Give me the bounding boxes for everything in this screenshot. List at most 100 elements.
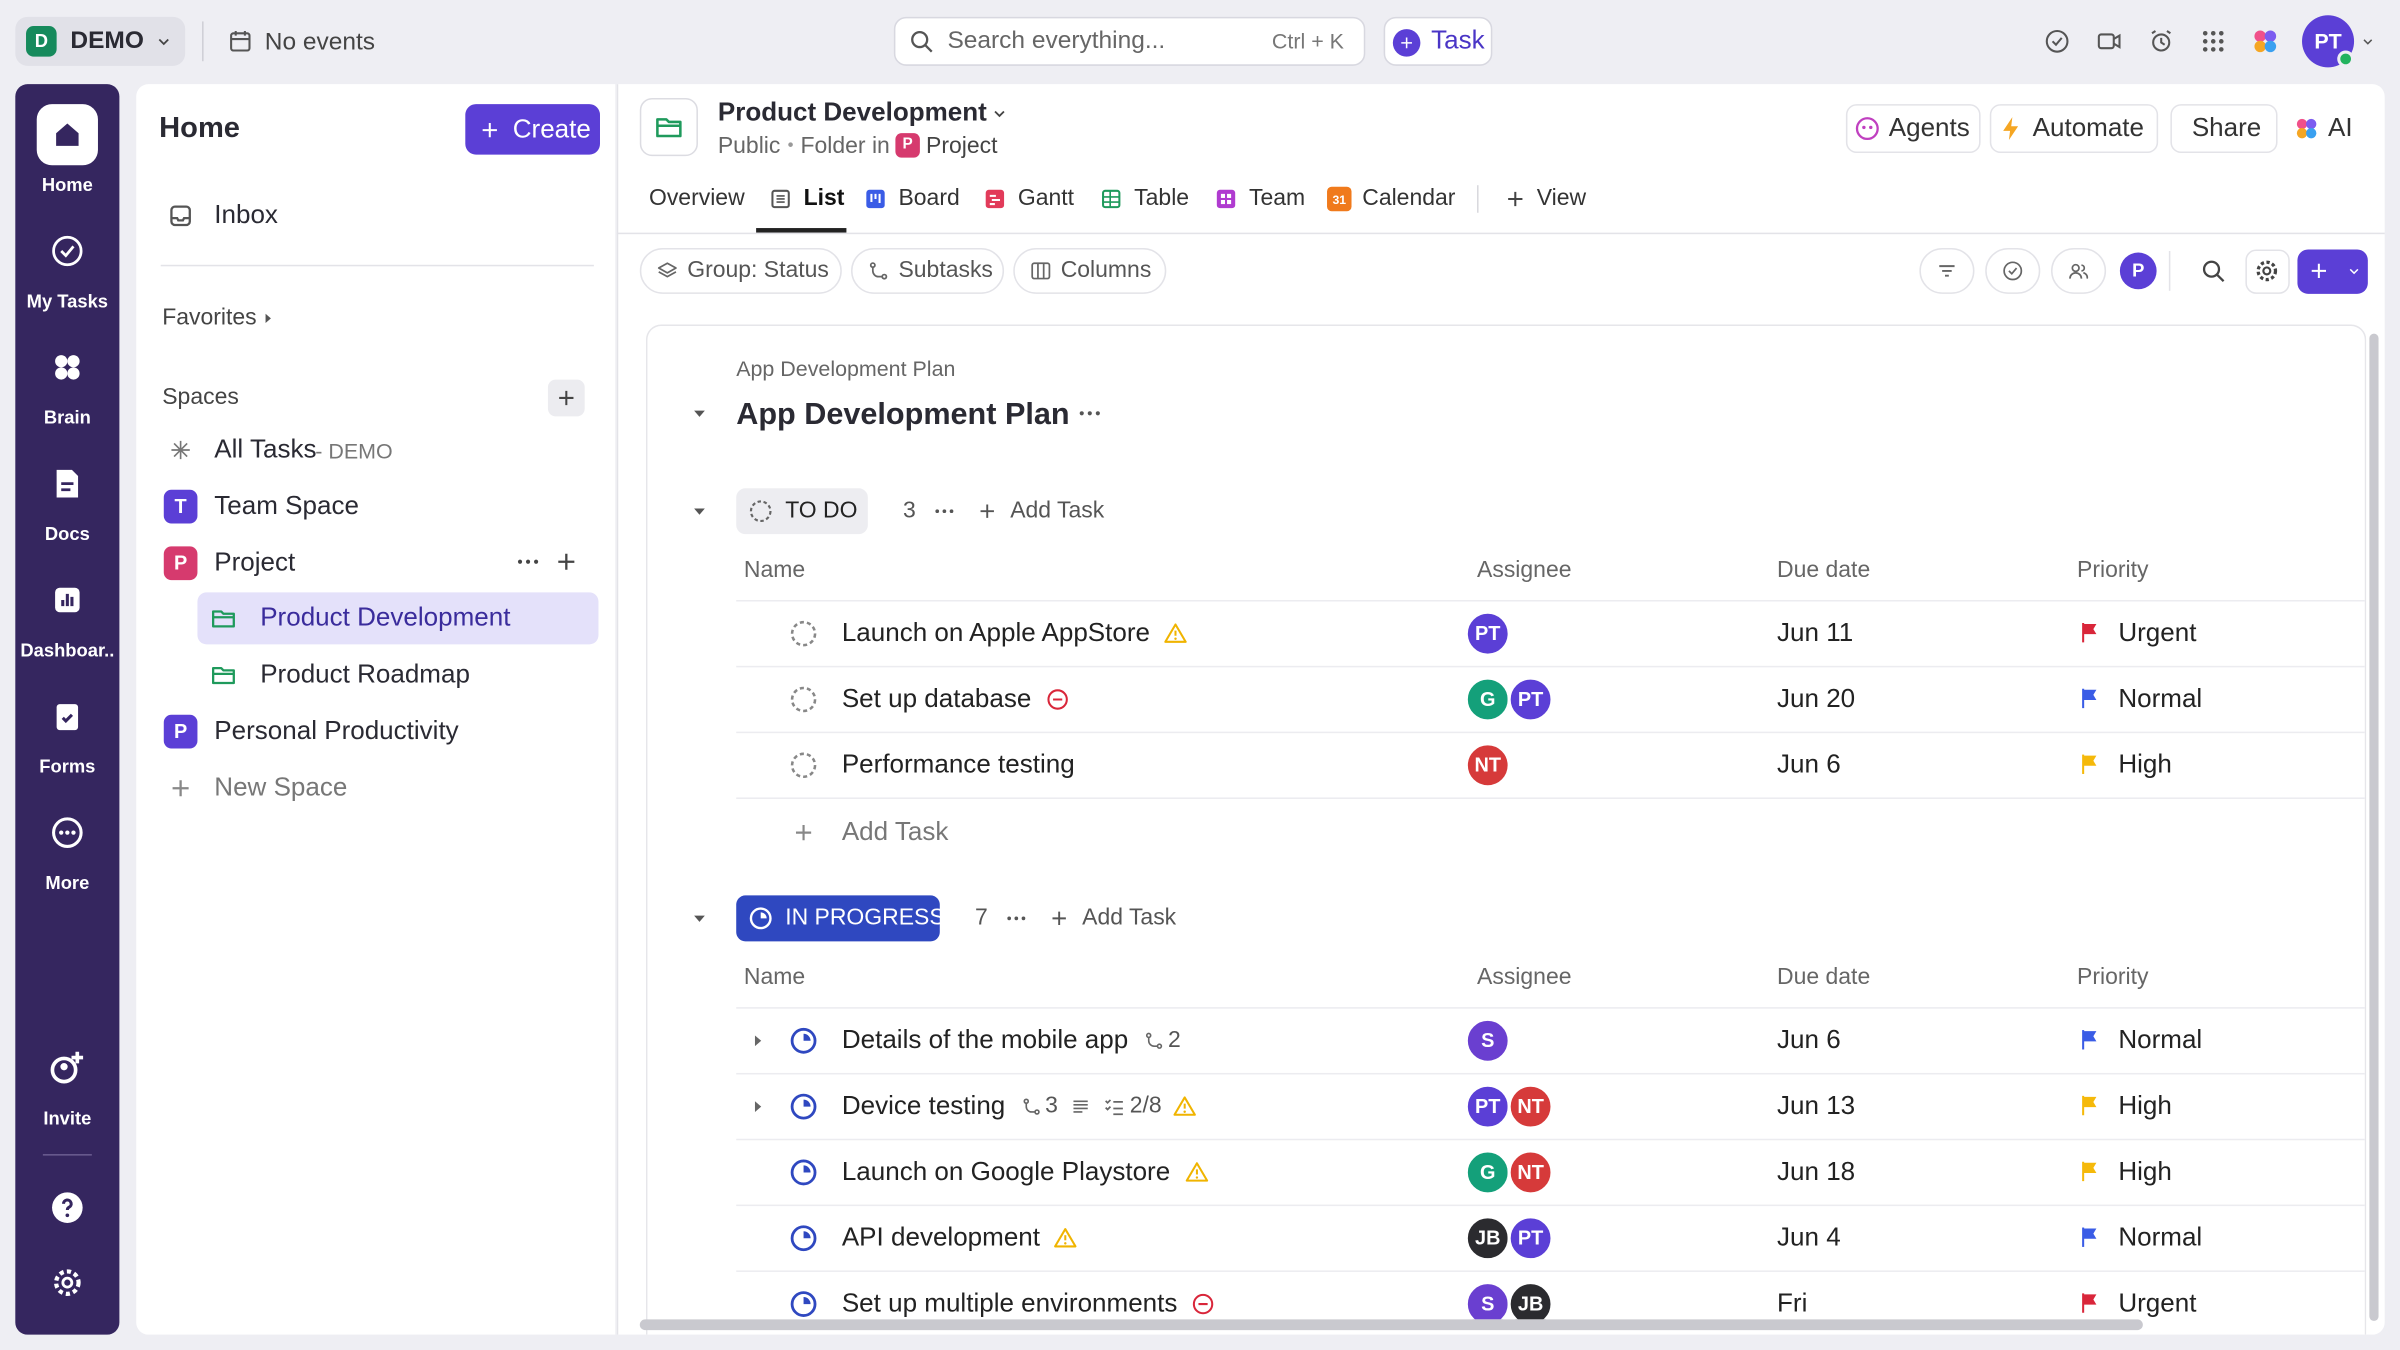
header-action[interactable]: [1845, 104, 1981, 154]
rail-label[interactable]: Dashboar..: [20, 639, 115, 661]
topbar-icon[interactable]: [2147, 28, 2175, 56]
group-caret[interactable]: [689, 501, 710, 522]
task-name[interactable]: Set up multiple environments: [841, 1288, 1178, 1318]
toolbar-icon-button[interactable]: [2051, 247, 2107, 294]
due-date[interactable]: Jun 20: [1777, 683, 1856, 713]
folder-name[interactable]: Product Roadmap: [260, 659, 470, 689]
list-more[interactable]: [1076, 399, 1104, 427]
view-tab[interactable]: List: [803, 185, 845, 212]
view-tab[interactable]: Table: [1134, 185, 1190, 212]
collapse-caret[interactable]: [689, 403, 710, 424]
settings-icon[interactable]: [51, 1266, 85, 1300]
task-status[interactable]: [788, 618, 819, 649]
space-name[interactable]: Project: [214, 546, 296, 576]
topbar-icon[interactable]: [2043, 28, 2071, 56]
task-status[interactable]: [788, 1223, 819, 1254]
header-action[interactable]: [2170, 104, 2278, 154]
folder-name[interactable]: Product Development: [260, 602, 511, 632]
rail-label[interactable]: Brain: [43, 406, 91, 429]
topbar-icon[interactable]: [2095, 28, 2123, 56]
view-tab[interactable]: Board: [898, 185, 960, 212]
ai-icon[interactable]: [2250, 26, 2281, 57]
settings-button[interactable]: [2245, 249, 2290, 294]
task-name[interactable]: Launch on Apple AppStore: [841, 618, 1151, 648]
priority[interactable]: Normal: [2118, 683, 2203, 713]
vertical-scrollbar[interactable]: [2369, 333, 2379, 1321]
priority[interactable]: High: [2118, 749, 2172, 779]
toolbar-chip[interactable]: [851, 247, 1005, 294]
space-name[interactable]: Personal Productivity: [214, 716, 459, 746]
task-name[interactable]: Device testing: [841, 1091, 1006, 1121]
space-add[interactable]: [553, 548, 581, 576]
task-name[interactable]: Details of the mobile app: [841, 1025, 1129, 1055]
header-action[interactable]: [1989, 104, 2159, 154]
due-date[interactable]: Jun 4: [1777, 1222, 1841, 1252]
toolbar-chip[interactable]: [639, 247, 842, 294]
folder-active[interactable]: [197, 592, 599, 645]
space-more[interactable]: [514, 548, 542, 576]
group-add-task[interactable]: Add Task: [1082, 904, 1177, 931]
group-more[interactable]: [932, 499, 956, 523]
rail-icon[interactable]: [49, 814, 86, 851]
toolbar-search[interactable]: [2199, 257, 2227, 285]
rail-label[interactable]: Invite: [43, 1107, 92, 1130]
rail-label[interactable]: More: [45, 872, 90, 894]
expand-caret[interactable]: [747, 1030, 768, 1051]
rail-icon[interactable]: [49, 233, 86, 270]
view-tab[interactable]: Team: [1248, 185, 1306, 212]
priority[interactable]: Normal: [2118, 1222, 2203, 1252]
priority[interactable]: Urgent: [2118, 1288, 2197, 1318]
section-header[interactable]: Favorites: [162, 304, 257, 331]
rail-label[interactable]: My Tasks: [26, 290, 109, 312]
view-tab[interactable]: Overview: [648, 185, 745, 212]
priority[interactable]: High: [2118, 1156, 2172, 1186]
task-name[interactable]: Launch on Google Playstore: [841, 1156, 1171, 1186]
rail-icon[interactable]: [49, 582, 86, 619]
invite-icon[interactable]: [47, 1048, 87, 1088]
toolbar-icon-button[interactable]: [1919, 247, 1975, 294]
task-name[interactable]: API development: [841, 1222, 1040, 1252]
due-date[interactable]: Jun 13: [1777, 1091, 1856, 1121]
task-button[interactable]: [1383, 16, 1493, 66]
due-date[interactable]: Fri: [1777, 1288, 1808, 1318]
due-date[interactable]: Jun 6: [1777, 749, 1841, 779]
space-name[interactable]: Team Space: [214, 491, 359, 521]
task-name[interactable]: Performance testing: [841, 749, 1075, 779]
priority[interactable]: Urgent: [2118, 618, 2197, 648]
list-title[interactable]: App Development Plan: [736, 397, 1070, 432]
due-date[interactable]: Jun 11: [1777, 618, 1854, 648]
rail-label[interactable]: Docs: [44, 523, 90, 545]
nav-item[interactable]: Inbox: [214, 200, 278, 230]
group-add-task[interactable]: Add Task: [1010, 497, 1105, 524]
rail-icon[interactable]: [49, 349, 86, 386]
events-text[interactable]: No events: [264, 29, 376, 56]
task-status[interactable]: [788, 1289, 819, 1320]
view-tab[interactable]: View: [1536, 185, 1587, 212]
toolbar-icon-button[interactable]: [1985, 247, 2041, 294]
nav-item[interactable]: All Tasks: [214, 434, 317, 464]
topbar-icon[interactable]: [2199, 28, 2227, 56]
priority[interactable]: Normal: [2118, 1025, 2203, 1055]
page-title[interactable]: Product Development: [717, 97, 987, 127]
help-icon[interactable]: [49, 1189, 86, 1226]
add-task-row[interactable]: Add Task: [841, 817, 949, 847]
view-tab[interactable]: Calendar: [1362, 185, 1456, 212]
group-caret[interactable]: [689, 908, 710, 929]
task-status[interactable]: [788, 1091, 819, 1122]
view-tab[interactable]: Gantt: [1017, 185, 1075, 212]
subtitle-space[interactable]: Project: [926, 133, 998, 160]
horizontal-scrollbar[interactable]: [639, 1319, 2143, 1331]
priority[interactable]: High: [2118, 1091, 2172, 1121]
rail-icon[interactable]: [49, 698, 86, 735]
due-date[interactable]: Jun 6: [1777, 1025, 1841, 1055]
rail-label[interactable]: Forms: [39, 755, 96, 778]
task-status[interactable]: [788, 684, 819, 715]
task-status[interactable]: [788, 750, 819, 781]
search-box[interactable]: [893, 16, 1366, 66]
nav-item[interactable]: New Space: [214, 772, 348, 802]
task-status[interactable]: [788, 1026, 819, 1057]
expand-caret[interactable]: [747, 1096, 768, 1117]
toolbar-chip[interactable]: [1013, 247, 1167, 294]
rail-label[interactable]: Home: [41, 174, 93, 196]
task-status[interactable]: [788, 1157, 819, 1188]
